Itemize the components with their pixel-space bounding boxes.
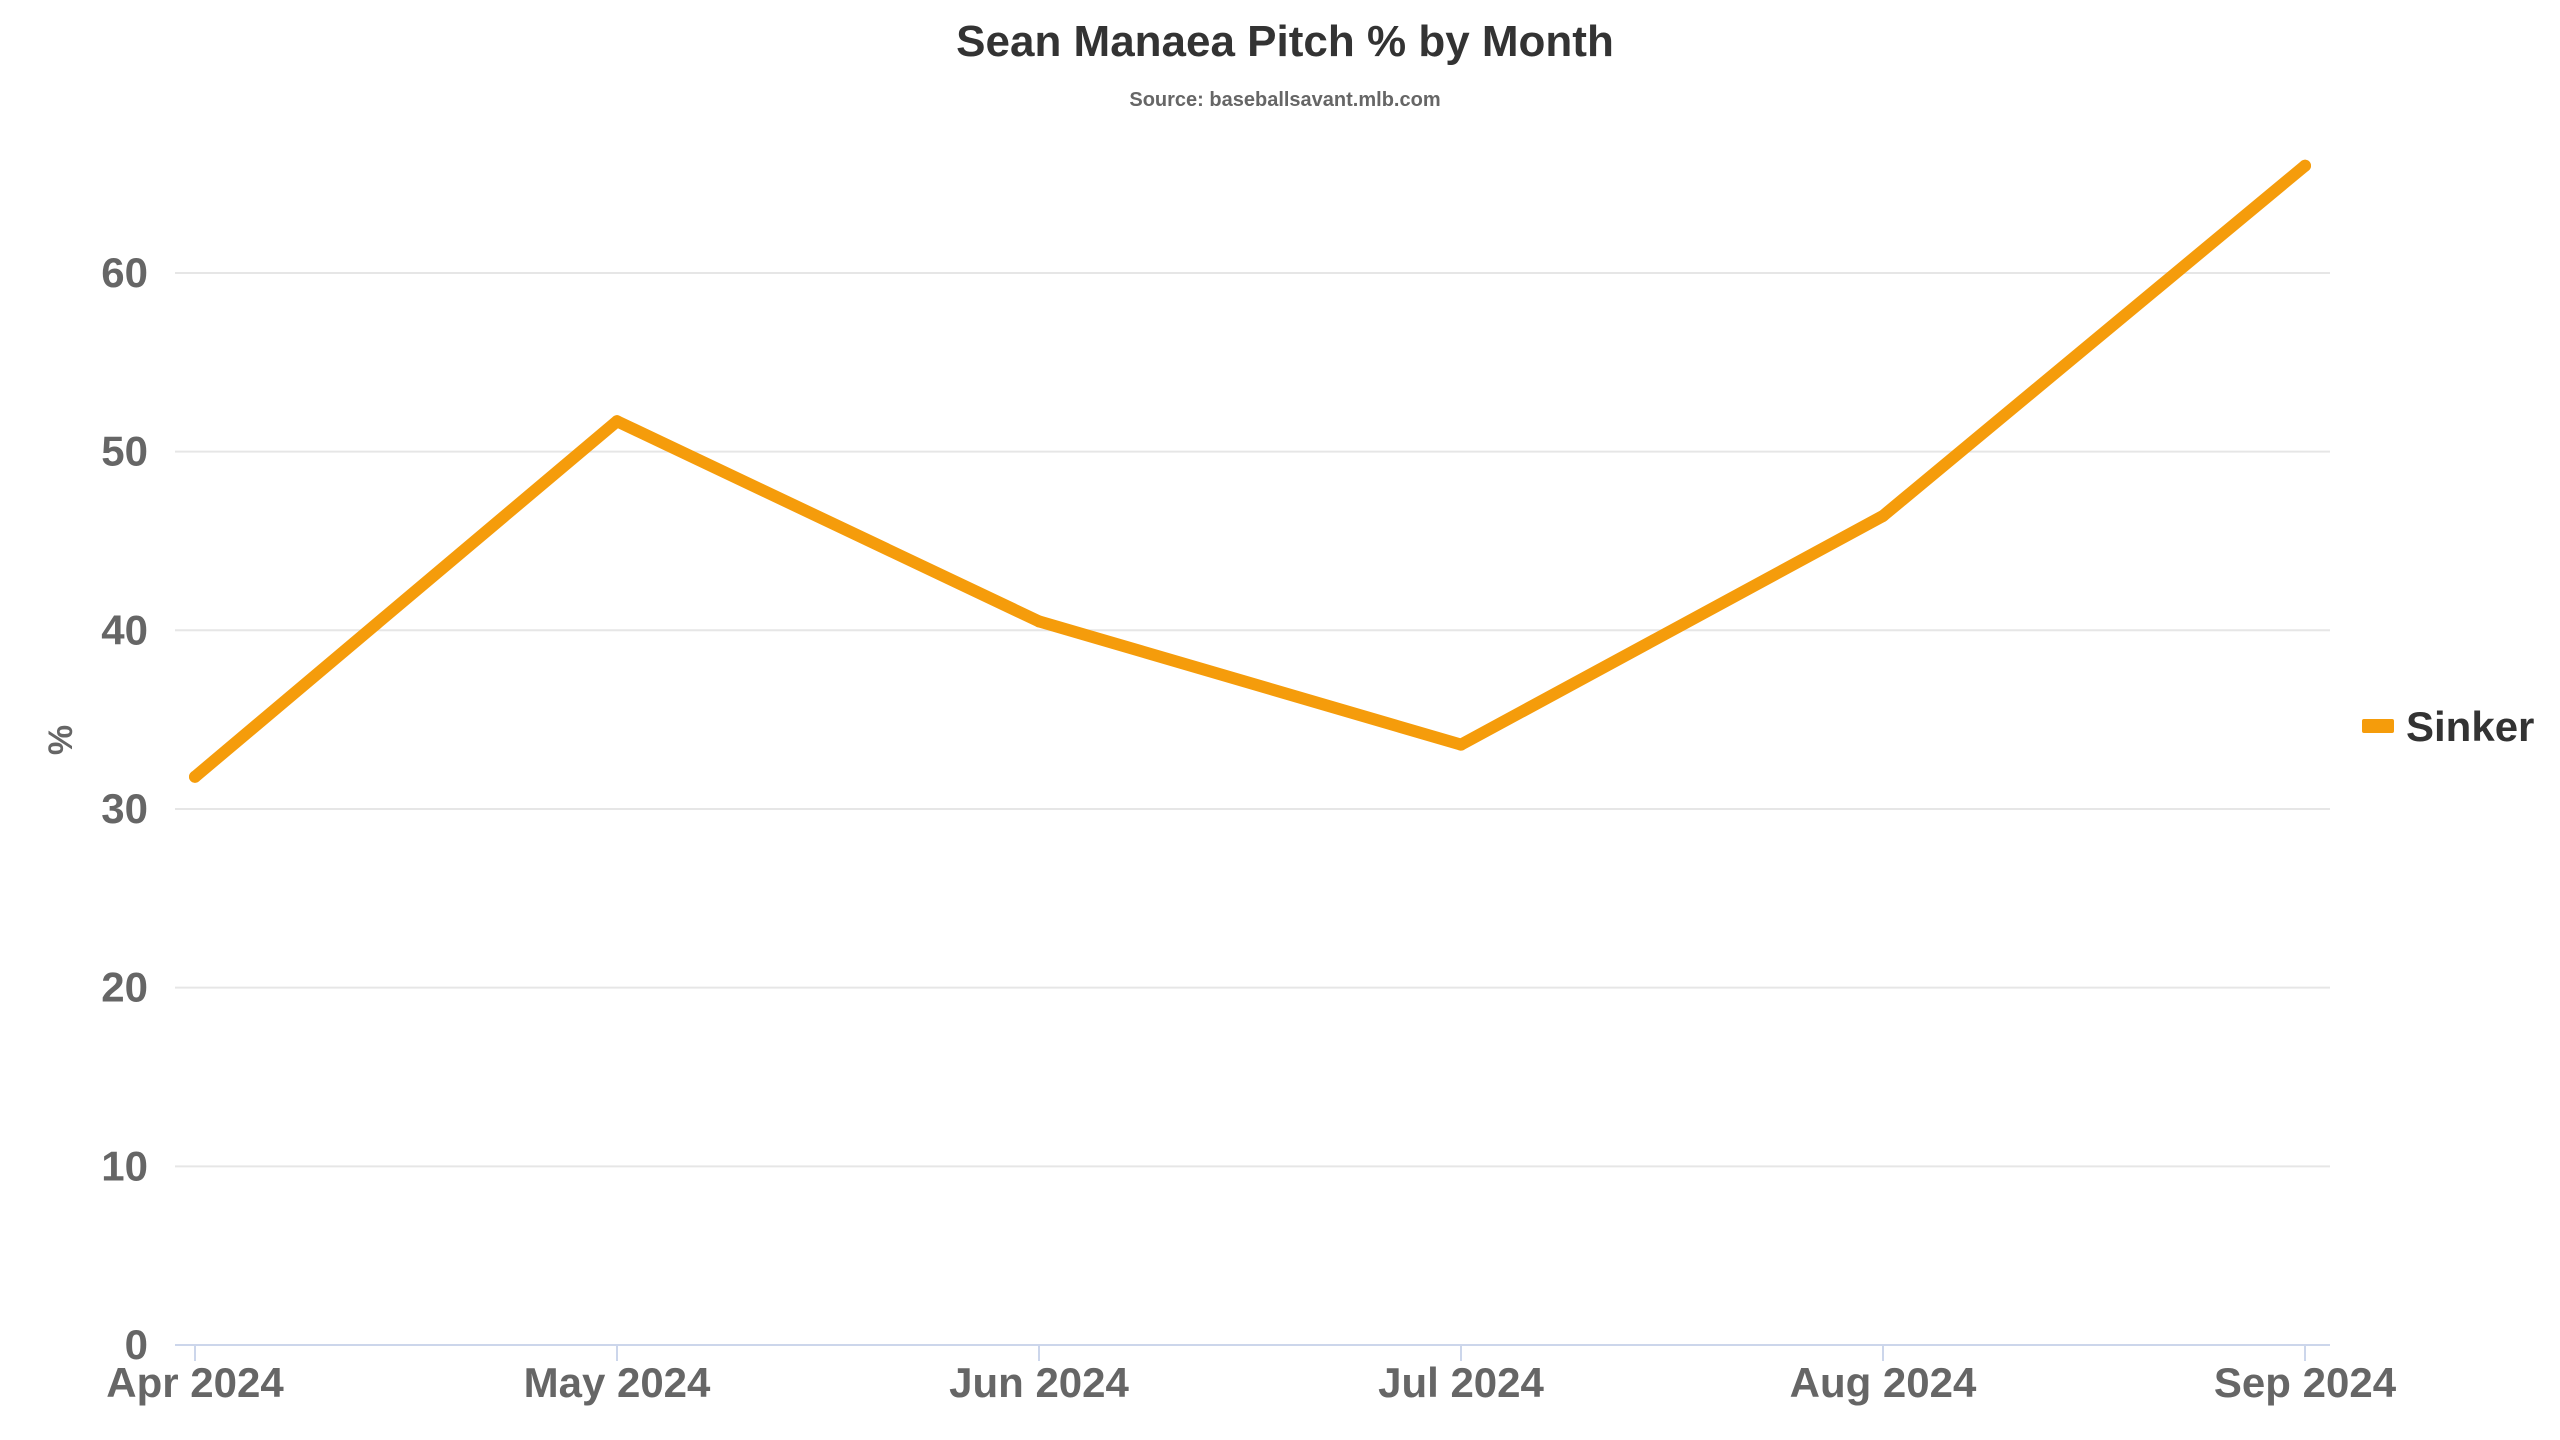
x-tick-label: Aug 2024 (1790, 1359, 1977, 1406)
y-axis-label: % (42, 725, 80, 755)
series-layer (189, 159, 2311, 783)
data-point[interactable] (189, 770, 201, 783)
axis-layer: 0 10 20 30 40 50 60 Apr 2024 May 2024 Jun 2024 Jul… (101, 249, 2396, 1406)
y-tick-label: 60 (101, 249, 148, 296)
series-line-sinker[interactable] (189, 159, 2311, 783)
x-tick-label: Jul 2024 (1378, 1359, 1544, 1406)
chart-title: Sean Manaea Pitch % by Month (956, 17, 1614, 66)
grid-layer (175, 271, 2330, 1168)
data-point[interactable] (611, 415, 623, 428)
y-tick-label: 50 (101, 428, 148, 475)
x-tick-label: Apr 2024 (106, 1359, 284, 1406)
y-tick-label: 0 (125, 1321, 148, 1368)
chart-subtitle: Source: baseballsavant.mlb.com (1129, 89, 1440, 111)
x-tick-label: May 2024 (524, 1359, 711, 1406)
x-tick-label: Sep 2024 (2214, 1359, 2397, 1406)
y-tick-label: 10 (101, 1142, 148, 1189)
y-tick-label: 30 (101, 785, 148, 832)
legend[interactable]: Sinker (2362, 703, 2534, 750)
data-point[interactable] (1455, 738, 1467, 751)
legend-swatch[interactable] (2362, 719, 2394, 733)
y-tick-label: 20 (101, 964, 148, 1011)
data-point[interactable] (2299, 159, 2311, 172)
data-point[interactable] (1877, 509, 1889, 522)
data-point[interactable] (1033, 615, 1045, 628)
x-tick-label: Jun 2024 (949, 1359, 1129, 1406)
y-tick-label: 40 (101, 606, 148, 653)
legend-label[interactable]: Sinker (2406, 703, 2534, 750)
